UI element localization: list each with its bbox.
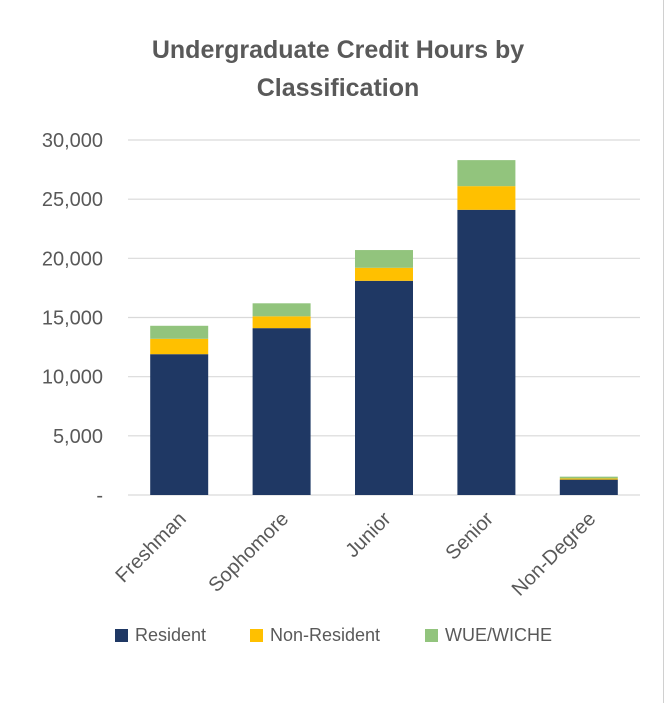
y-tick-label: 30,000 xyxy=(42,130,103,152)
y-tick-label: 15,000 xyxy=(42,308,103,330)
chart-title-line-1: Undergraduate Credit Hours by xyxy=(152,36,524,64)
bars xyxy=(150,160,618,496)
x-tick-label: Senior xyxy=(441,508,498,565)
y-tick-label: 25,000 xyxy=(42,189,103,211)
bar-segment-non-resident xyxy=(559,478,618,480)
y-axis-ticks: - 5,000 10,000 15,000 20,000 25,000 30,000 xyxy=(42,130,103,507)
bar-segment-wue-wiche xyxy=(150,325,209,339)
bar-segment-wue-wiche xyxy=(457,160,516,187)
bar-segment-non-resident xyxy=(355,267,413,281)
legend-item: Resident xyxy=(115,625,206,645)
legend: Resident Non-Resident WUE/WICHE xyxy=(115,625,552,645)
legend-label: Non-Resident xyxy=(270,625,380,645)
frame-edge xyxy=(663,0,664,703)
bar-segment-non-resident xyxy=(457,186,516,210)
legend-swatch xyxy=(115,629,128,642)
x-axis-labels: Freshman Sophomore Junior Senior Non-Degree xyxy=(112,508,601,601)
legend-label: Resident xyxy=(135,625,206,645)
bar-segment-resident xyxy=(559,479,618,495)
bar-segment-resident xyxy=(252,328,311,495)
legend-swatch xyxy=(425,629,438,642)
bar-segment-non-resident xyxy=(252,316,311,329)
legend-label: WUE/WICHE xyxy=(445,625,552,645)
legend-item: Non-Resident xyxy=(250,625,380,645)
x-tick-label: Junior xyxy=(341,508,395,562)
y-tick-label: 20,000 xyxy=(42,248,103,270)
bar-segment-wue-wiche xyxy=(252,303,311,317)
x-tick-label: Sophomore xyxy=(204,508,293,597)
x-tick-label: Freshman xyxy=(112,508,191,587)
legend-item: WUE/WICHE xyxy=(425,625,552,645)
x-tick-label: Non-Degree xyxy=(508,508,601,601)
bar-segment-wue-wiche xyxy=(355,250,413,268)
bar-segment-resident xyxy=(355,280,413,495)
gridlines xyxy=(128,139,640,496)
bar-segment-resident xyxy=(457,209,516,496)
y-tick-label: - xyxy=(96,485,103,507)
y-tick-label: 5,000 xyxy=(53,426,103,448)
chart-title-line-2: Classification xyxy=(257,74,420,102)
legend-swatch xyxy=(250,629,263,642)
bar-segment-resident xyxy=(150,354,209,495)
bar-segment-non-resident xyxy=(150,338,209,355)
bar-segment-wue-wiche xyxy=(559,476,618,479)
y-tick-label: 10,000 xyxy=(42,367,103,389)
